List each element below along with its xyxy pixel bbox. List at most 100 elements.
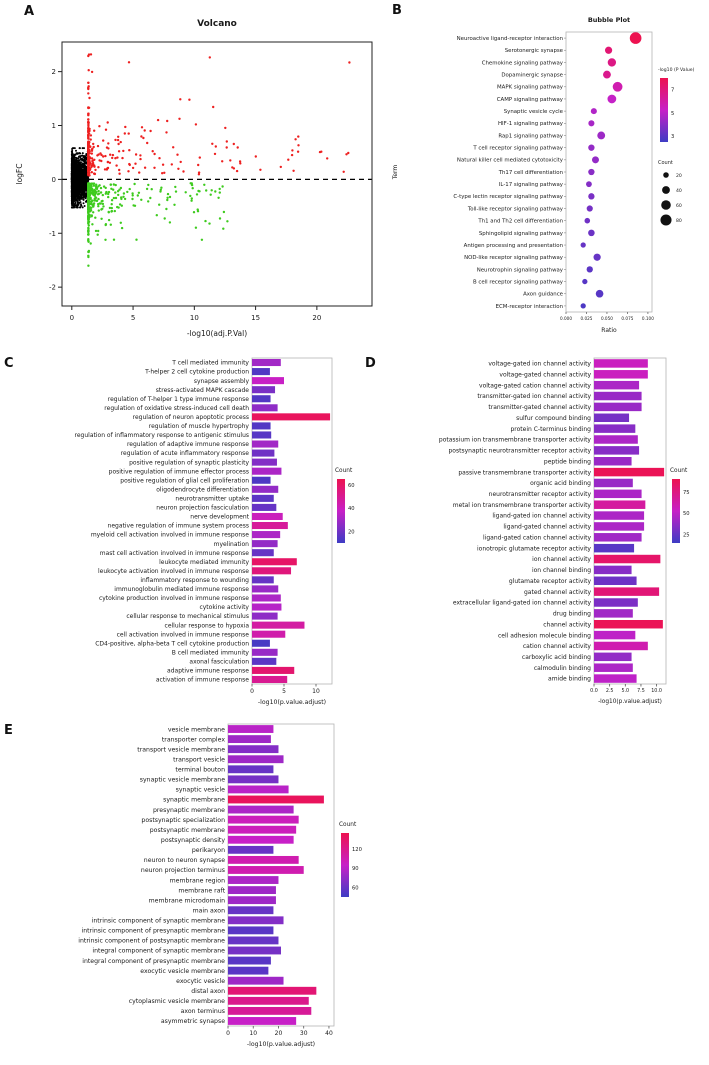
svg-text:20: 20	[676, 173, 682, 179]
bar	[252, 612, 278, 620]
svg-text:ionotropic glutamate receptor: ionotropic glutamate receptor activity	[477, 545, 591, 552]
svg-text:main axon: main axon	[193, 907, 225, 914]
panel-b-label: B	[392, 3, 402, 18]
svg-text:postsynaptic neurotransmitter: postsynaptic neurotransmitter receptor a…	[449, 448, 592, 455]
bar	[252, 603, 282, 611]
svg-text:distal axon: distal axon	[191, 988, 225, 995]
svg-text:7.5: 7.5	[637, 688, 645, 694]
svg-text:terminal bouton: terminal bouton	[175, 767, 225, 774]
bar	[252, 675, 288, 684]
svg-text:0: 0	[52, 176, 56, 184]
svg-text:neuron to neuron synapse: neuron to neuron synapse	[144, 857, 225, 864]
bar	[594, 609, 633, 618]
svg-text:cation channel activity: cation channel activity	[523, 643, 592, 650]
bar	[228, 795, 324, 804]
bar	[252, 594, 281, 602]
svg-text:-2: -2	[49, 284, 56, 292]
bar	[228, 866, 304, 874]
svg-text:cytokine production involved i: cytokine production involved in immune r…	[99, 595, 249, 602]
svg-text:NOD-like receptor signaling pa: NOD-like receptor signaling pathway	[464, 255, 564, 261]
bar	[228, 956, 271, 965]
svg-text:Chemokine signaling pathway: Chemokine signaling pathway	[482, 60, 564, 66]
svg-text:20: 20	[312, 314, 321, 322]
bar	[228, 966, 269, 975]
svg-text:Serotonergic synapse: Serotonergic synapse	[505, 48, 564, 54]
svg-text:-log10 (P Value): -log10 (P Value)	[658, 67, 695, 73]
bar	[594, 543, 635, 553]
svg-text:membrane raft: membrane raft	[178, 887, 225, 894]
bar	[594, 533, 642, 542]
svg-text:T-helper 2 cell cytokine produ: T-helper 2 cell cytokine production	[144, 369, 249, 376]
bar	[228, 1017, 297, 1025]
bar	[252, 521, 288, 530]
bubble	[586, 205, 593, 212]
svg-text:1: 1	[52, 122, 56, 130]
bar	[228, 765, 274, 774]
svg-text:-log10(adj.P.Val): -log10(adj.P.Val)	[187, 329, 247, 338]
svg-text:intrinsic component of synapti: intrinsic component of synaptic membrane	[92, 918, 226, 925]
svg-text:0: 0	[70, 314, 74, 322]
svg-text:axonal fasciculation: axonal fasciculation	[189, 659, 249, 666]
svg-text:Count: Count	[339, 822, 357, 828]
svg-text:120: 120	[352, 847, 362, 853]
svg-text:oligodendrocyte differentiatio: oligodendrocyte differentiation	[156, 486, 249, 493]
bar	[594, 370, 648, 379]
bar	[594, 413, 630, 423]
bar	[594, 500, 646, 509]
svg-text:ligand-gated channel activity: ligand-gated channel activity	[503, 524, 591, 531]
bar	[252, 657, 277, 665]
bubble	[588, 229, 595, 237]
svg-text:postsynaptic membrane: postsynaptic membrane	[150, 827, 225, 834]
svg-text:60: 60	[348, 483, 355, 489]
svg-text:20: 20	[275, 1030, 283, 1037]
bubble	[593, 253, 601, 261]
svg-text:Count: Count	[670, 468, 688, 474]
svg-text:Term: Term	[392, 165, 399, 181]
svg-text:channel activity: channel activity	[543, 621, 591, 628]
go-cc-bar-chart: vesicle membrane transporter complex trans…	[78, 723, 362, 1048]
svg-text:peptide binding: peptide binding	[544, 458, 591, 465]
svg-text:potassium ion transmembrane tr: potassium ion transmembrane transporter …	[439, 437, 592, 444]
svg-text:2: 2	[52, 68, 56, 76]
bar	[228, 996, 309, 1005]
svg-text:positive regulation of glial c: positive regulation of glial cell prolif…	[120, 477, 249, 484]
bar	[228, 845, 274, 854]
panel-d-label: D	[365, 356, 376, 371]
bar	[594, 598, 638, 607]
svg-text:passive transmembrane transpor: passive transmembrane transporter activi…	[458, 469, 591, 476]
bubble	[588, 144, 595, 151]
svg-text:intrinsic component of postsyn: intrinsic component of postsynaptic memb…	[78, 938, 225, 945]
bar	[594, 576, 637, 586]
bar	[228, 936, 279, 945]
svg-text:Antigen processing and present: Antigen processing and presentation	[464, 243, 563, 249]
svg-text:organic acid binding: organic acid binding	[530, 480, 591, 487]
svg-text:7: 7	[671, 88, 674, 94]
panel-c-label: C	[4, 356, 14, 371]
svg-text:3: 3	[671, 134, 674, 140]
bar	[252, 440, 279, 448]
go-bp-bar-chart: T cell mediated immunity T-helper 2 cell …	[75, 357, 355, 706]
bubble	[580, 303, 586, 309]
bubble	[588, 168, 595, 176]
svg-text:membrane microdomain: membrane microdomain	[149, 897, 225, 904]
svg-text:membrane region: membrane region	[170, 877, 225, 884]
svg-text:carboxylic acid binding: carboxylic acid binding	[522, 654, 591, 661]
bar	[594, 619, 663, 629]
bar	[228, 896, 276, 905]
bubble	[607, 58, 617, 67]
go_mf-bars	[594, 359, 665, 683]
bar	[594, 467, 665, 477]
svg-text:Count: Count	[335, 468, 353, 474]
bar	[228, 926, 274, 935]
svg-text:protein C-terminus binding: protein C-terminus binding	[510, 426, 591, 433]
svg-text:10: 10	[190, 314, 199, 322]
svg-text:CD4-positive, alpha-beta T cel: CD4-positive, alpha-beta T cell cytokine…	[95, 640, 249, 647]
svg-text:perikaryon: perikaryon	[192, 847, 225, 854]
svg-text:adaptive immune response: adaptive immune response	[167, 668, 249, 675]
bar	[594, 663, 633, 672]
bar	[594, 402, 642, 412]
bar	[252, 386, 276, 394]
svg-text:ligand-gated ion channel activ: ligand-gated ion channel activity	[492, 513, 591, 520]
bar	[594, 511, 645, 520]
svg-text:postsynaptic density: postsynaptic density	[161, 837, 225, 844]
